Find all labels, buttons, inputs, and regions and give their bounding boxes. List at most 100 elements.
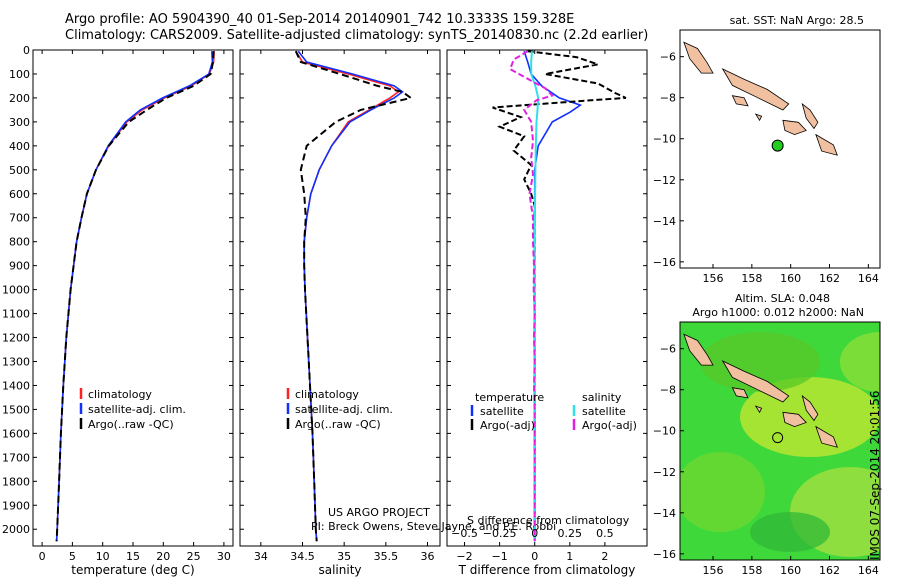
y-tick-label: 700	[9, 212, 30, 225]
y-tick-label: 900	[9, 260, 30, 273]
x-tick-label: 30	[217, 550, 231, 563]
map-frame	[679, 29, 881, 269]
island-land	[754, 405, 763, 414]
x-tick-label: 35.5	[374, 550, 399, 563]
x-tick-label: 0	[531, 550, 538, 563]
x-tick-label: 1	[566, 550, 573, 563]
s-tick-label: −0.5	[451, 527, 478, 540]
y-tick-label: 1100	[2, 308, 30, 321]
island-land	[731, 387, 749, 399]
x-tick-label: −2	[456, 550, 472, 563]
series-line	[297, 50, 404, 542]
legend-label: satellite	[582, 405, 626, 418]
x-tick-label: 160	[780, 272, 801, 285]
sst-map-title: sat. SST: NaN Argo: 28.5	[730, 14, 864, 27]
pi-annotation: PI: Breck Owens, Steve Jayne, and P.E. R…	[311, 520, 556, 533]
sla-anomaly-patch	[680, 452, 765, 532]
x-tick-label: 160	[780, 564, 801, 577]
x-tick-label: 15	[126, 550, 140, 563]
legend-label: satellite-adj. clim.	[88, 403, 186, 416]
series-line	[523, 50, 583, 542]
y-tick-label: 1700	[2, 451, 30, 464]
s-tick-label: 0	[531, 527, 538, 540]
x-tick-label: 156	[703, 564, 724, 577]
legend-title-salinity: salinity	[582, 391, 622, 404]
y-tick-label: 1300	[2, 355, 30, 368]
x-tick-label: 2	[601, 550, 608, 563]
figure-title-line1: Argo profile: AO 5904390_40 01-Sep-2014 …	[65, 12, 575, 27]
series-line	[55, 51, 215, 542]
sla-anomaly-patch	[750, 512, 830, 552]
map-area	[683, 41, 838, 156]
x-tick-label: 34.5	[290, 550, 315, 563]
island-land	[801, 102, 819, 130]
imos-timestamp: IMOS 07-Sep-2014 20:01:56	[868, 390, 882, 560]
legend-label: satellite-adj. clim.	[295, 403, 393, 416]
y-tick-label: 100	[9, 68, 30, 81]
x-tick-label: 36	[421, 550, 435, 563]
legend-label: Argo(..raw -QC)	[295, 418, 381, 431]
island-land	[683, 41, 714, 74]
island-land	[721, 68, 790, 111]
s-tick-label: −0.25	[483, 527, 517, 540]
y-tick-label: −8	[660, 384, 676, 397]
island-land	[815, 133, 838, 156]
y-tick-label: 1800	[2, 475, 30, 488]
panel-differences: −2 −1 0 1 2T difference from climatology temp…	[446, 49, 648, 577]
island-land	[815, 425, 838, 448]
x-axis-label: temperature (deg C)	[71, 563, 194, 577]
y-tick-label: 1600	[2, 427, 30, 440]
s-tick-label: 0.5	[596, 527, 614, 540]
island-land	[782, 119, 807, 136]
x-tick-label: 162	[819, 564, 840, 577]
sla-map-title-2: Argo h1000: 0.012 h2000: NaN	[692, 306, 864, 319]
y-tick-label: 1000	[2, 284, 30, 297]
series-line	[55, 51, 215, 542]
y-tick-label: 0	[23, 44, 30, 57]
y-tick-label: −16	[653, 548, 676, 561]
y-tick-label: 1500	[2, 403, 30, 416]
y-tick-label: −10	[653, 133, 676, 146]
series-line	[508, 50, 555, 542]
y-tick-label: 600	[9, 188, 30, 201]
s-difference-label: S difference from climatology	[467, 514, 630, 527]
island-land	[782, 411, 807, 428]
legend-label: satellite	[480, 405, 524, 418]
x-tick-label: 5	[69, 550, 76, 563]
temperature-frame	[32, 49, 234, 547]
island-land	[754, 113, 763, 122]
island-land	[721, 360, 790, 403]
x-tick-label: 0	[39, 550, 46, 563]
legend-label: climatology	[295, 388, 359, 401]
x-tick-label: 156	[703, 272, 724, 285]
y-tick-label: 1400	[2, 379, 30, 392]
y-tick-label: 2000	[2, 523, 30, 536]
y-tick-label: 300	[9, 116, 30, 129]
sla-anomaly-patch	[840, 332, 880, 392]
x-tick-label: 162	[819, 272, 840, 285]
y-tick-label: −14	[653, 507, 676, 520]
x-tick-label: 158	[741, 272, 762, 285]
sla-anomaly-patch	[700, 332, 820, 392]
y-tick-label: 400	[9, 140, 30, 153]
y-tick-label: −8	[660, 92, 676, 105]
island-land	[683, 333, 714, 366]
y-tick-label: −14	[653, 215, 676, 228]
series-line	[55, 51, 214, 542]
x-tick-label: 35	[337, 550, 351, 563]
island-land	[801, 394, 819, 422]
x-tick-label: −1	[492, 550, 508, 563]
y-tick-label: −12	[653, 466, 676, 479]
x-tick-label: 164	[858, 272, 879, 285]
x-axis-label: salinity	[318, 563, 361, 577]
x-tick-label: 164	[858, 564, 879, 577]
x-tick-label: 10	[96, 550, 110, 563]
y-tick-label: 200	[9, 92, 30, 105]
profile-location-marker	[772, 432, 784, 444]
x-tick-label: 20	[156, 550, 170, 563]
map-frame	[679, 321, 881, 561]
map-sla-map: 156 158 160 162 164 −6 −8 −10 −12 −14 −16	[653, 321, 881, 577]
y-tick-label: 1900	[2, 499, 30, 512]
series-line	[294, 50, 414, 542]
